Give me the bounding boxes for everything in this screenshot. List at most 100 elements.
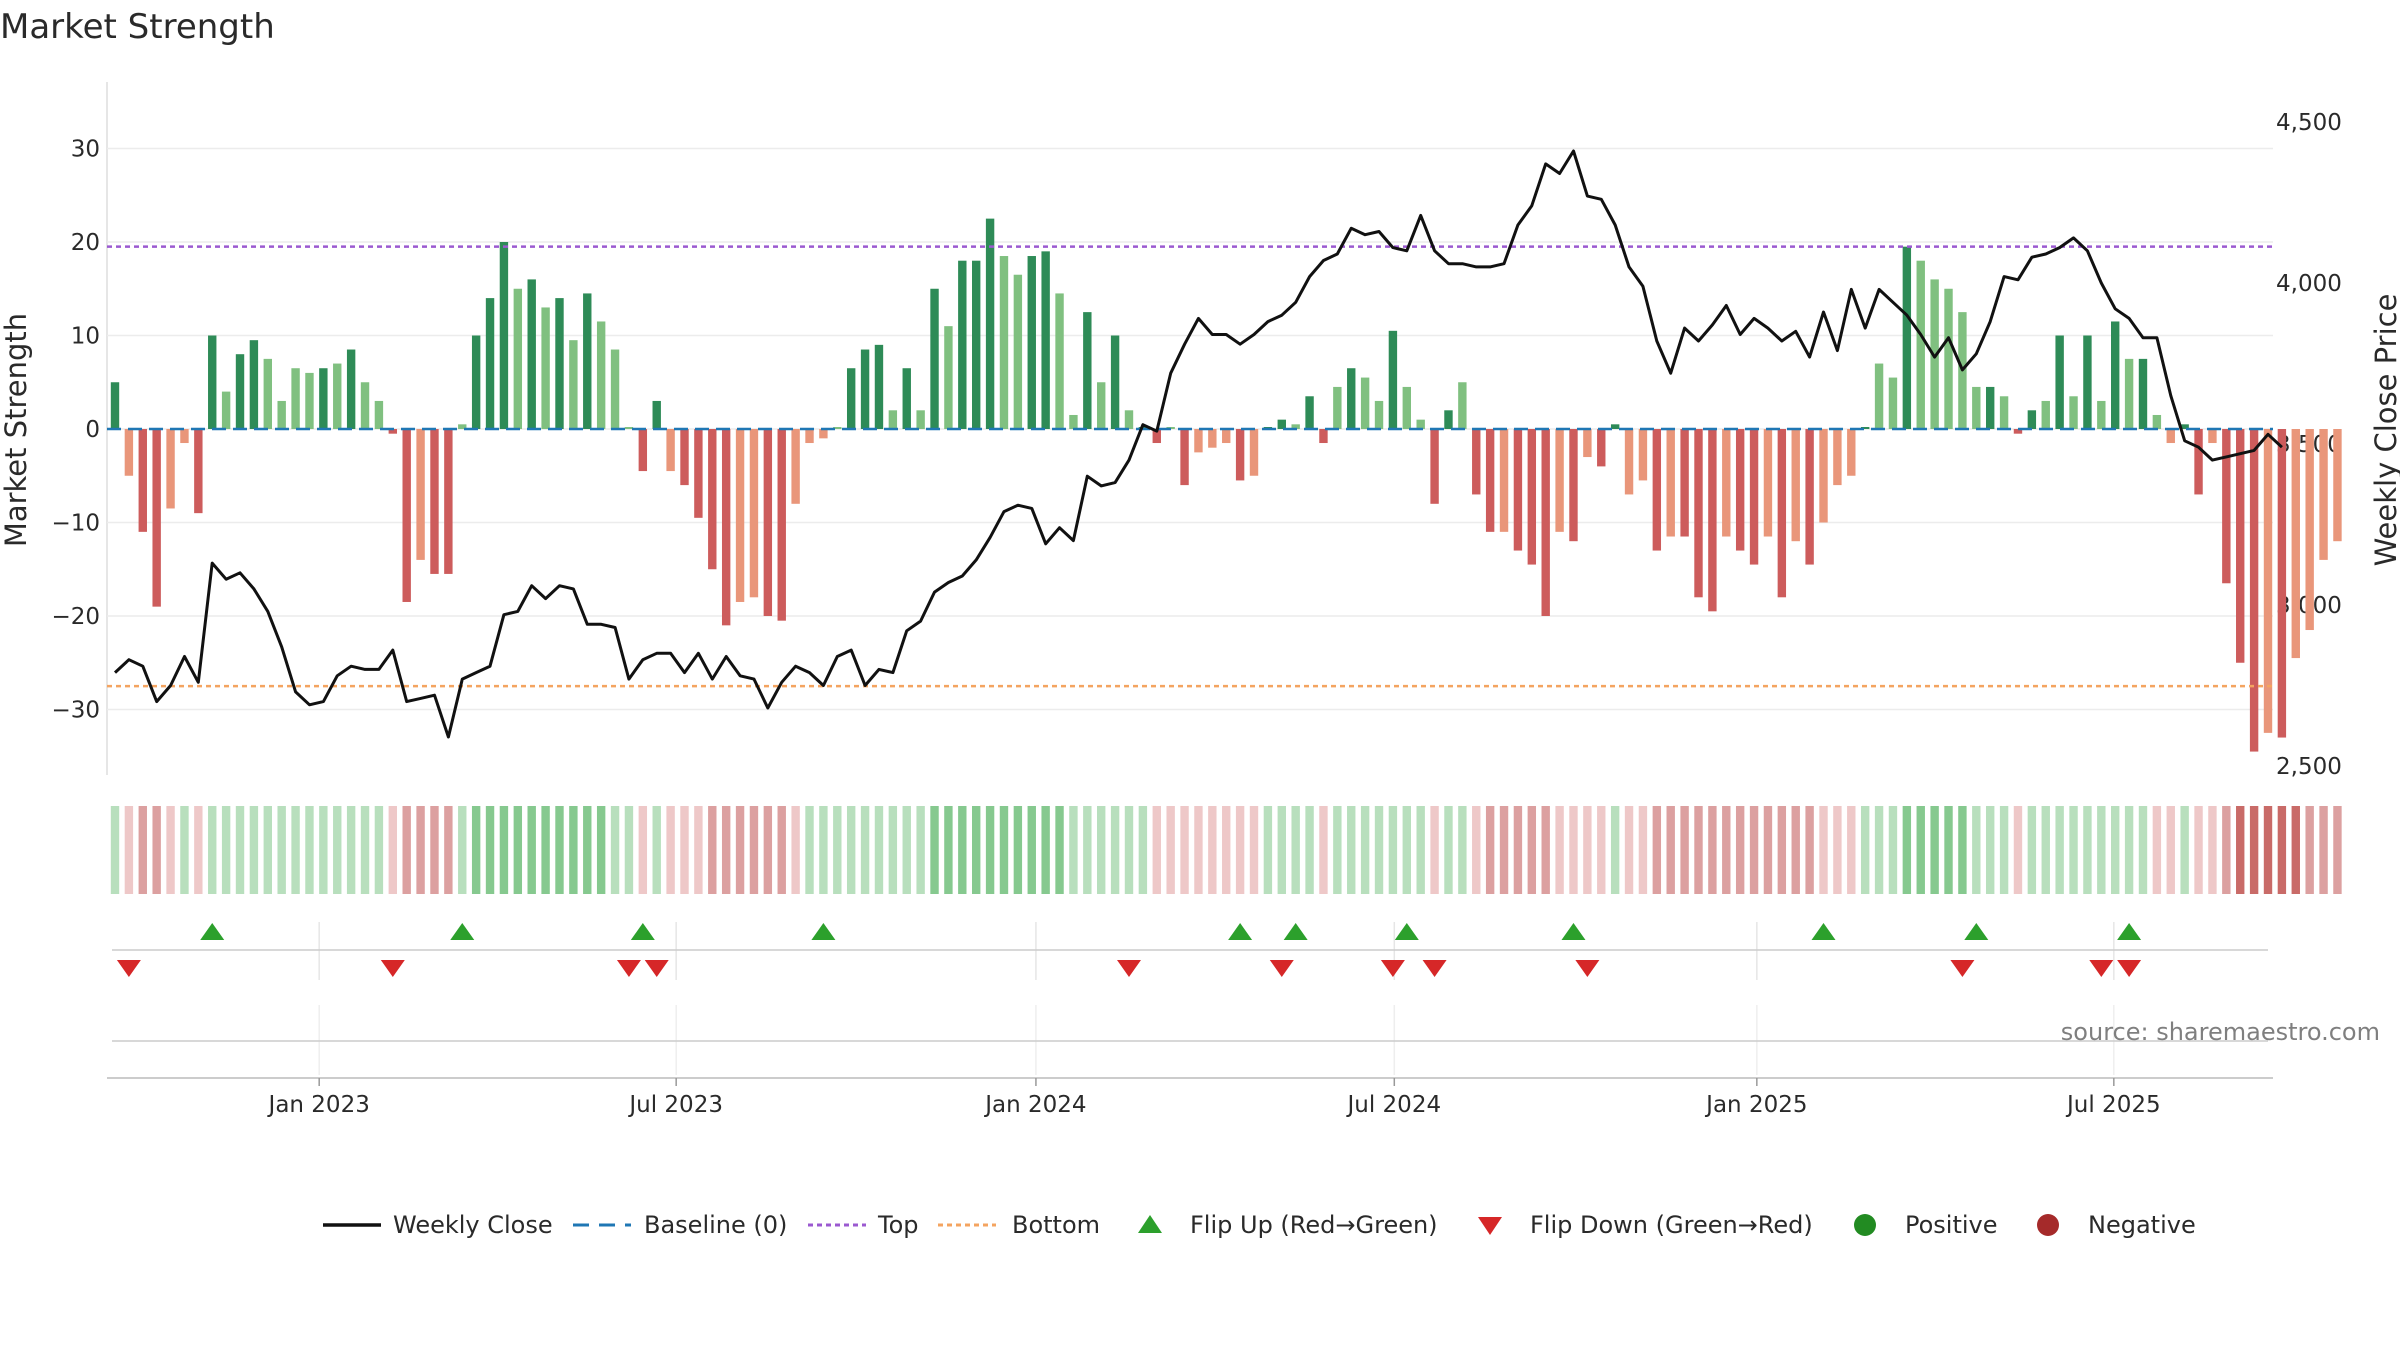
band-cell xyxy=(1083,806,1092,894)
band-cell xyxy=(402,806,411,894)
strength-bar xyxy=(374,400,384,429)
strength-bar xyxy=(1722,429,1731,537)
band-cell xyxy=(388,806,398,894)
strength-bar xyxy=(1735,429,1745,551)
band-cell xyxy=(221,806,231,894)
strength-bar xyxy=(1541,429,1550,616)
band-cell xyxy=(499,806,509,894)
flip-down-marker xyxy=(1380,960,1405,977)
strength-bar xyxy=(416,429,425,560)
band-cell xyxy=(485,806,495,894)
legend-label: Flip Down (Green→Red) xyxy=(1530,1211,1813,1239)
strength-bar xyxy=(263,358,272,429)
strength-bar xyxy=(860,349,870,429)
band-cell xyxy=(2249,806,2259,894)
strength-bar xyxy=(541,307,550,429)
strength-bar xyxy=(1430,429,1439,504)
strength-bar xyxy=(902,368,911,429)
band-cell xyxy=(124,806,134,894)
band-cell xyxy=(680,806,689,894)
flip-down-marker xyxy=(644,960,669,977)
strength-bar xyxy=(513,288,523,429)
strength-bar xyxy=(2111,321,2120,429)
strength-band xyxy=(110,806,2342,894)
strength-bar xyxy=(2138,358,2148,429)
band-cell xyxy=(1347,806,1356,894)
strength-bar xyxy=(2069,396,2078,429)
band-cell xyxy=(1333,806,1342,894)
strength-bars xyxy=(110,218,2342,752)
legend-item-flip_up: Flip Up (Red→Green) xyxy=(1138,1211,1438,1239)
strength-bar xyxy=(1305,396,1314,429)
band-cell xyxy=(1097,806,1106,894)
band-cell xyxy=(1777,806,1787,894)
strength-bar xyxy=(194,429,203,514)
band-cell xyxy=(1749,806,1759,894)
band-cell xyxy=(638,806,648,894)
band-cell xyxy=(374,806,384,894)
legend-label: Baseline (0) xyxy=(644,1211,787,1239)
strength-bar xyxy=(1388,330,1398,429)
band-cell xyxy=(624,806,634,894)
band-cell xyxy=(2041,806,2050,894)
flip-up-marker xyxy=(1283,923,1308,940)
strength-bar xyxy=(985,218,995,429)
band-cell xyxy=(2097,806,2106,894)
flip-down-marker xyxy=(616,960,641,977)
band-cell xyxy=(1374,806,1384,894)
band-cell xyxy=(944,806,953,894)
band-cell xyxy=(291,806,300,894)
strength-bar xyxy=(1374,400,1384,429)
strength-bar xyxy=(569,340,578,429)
band-cell xyxy=(513,806,523,894)
strength-bar xyxy=(2319,429,2328,560)
strength-bar xyxy=(1402,386,1411,429)
strength-bar xyxy=(916,410,925,429)
band-cell xyxy=(902,806,911,894)
band-cell xyxy=(1652,806,1662,894)
legend-item-line: Weekly Close xyxy=(323,1211,553,1239)
band-cell xyxy=(1624,806,1634,894)
y-left-tick-label: 20 xyxy=(71,230,100,256)
band-cell xyxy=(2111,806,2120,894)
strength-bar xyxy=(1763,429,1773,537)
y-right-axis-title: Weekly Close Price xyxy=(2369,294,2400,567)
band-cell xyxy=(1166,806,1175,894)
strength-bar xyxy=(1124,410,1134,429)
band-cell xyxy=(777,806,786,894)
flip-up-marker xyxy=(200,923,225,940)
band-cell xyxy=(444,806,453,894)
strength-bar xyxy=(485,298,495,429)
strength-bar xyxy=(208,335,217,429)
strength-bar xyxy=(1013,274,1023,429)
band-cell xyxy=(1847,806,1856,894)
band-cell xyxy=(860,806,870,894)
y-right-tick-label: 4,500 xyxy=(2276,110,2342,136)
strength-bar xyxy=(596,321,606,429)
band-cell xyxy=(2263,806,2273,894)
strength-bar xyxy=(944,326,953,429)
flip-up-marker xyxy=(1394,923,1419,940)
strength-bar xyxy=(1888,377,1898,429)
band-cell xyxy=(569,806,578,894)
band-cell xyxy=(2208,806,2217,894)
strength-bar xyxy=(1499,429,1509,532)
band-cell xyxy=(152,806,161,894)
strength-bar xyxy=(2249,429,2259,752)
band-cell xyxy=(1985,806,1995,894)
strength-bar xyxy=(152,429,161,607)
legend-item-flip_down: Flip Down (Green→Red) xyxy=(1478,1211,1813,1239)
legend-item-baseline: Baseline (0) xyxy=(573,1211,787,1239)
flip-down-marker xyxy=(1422,960,1447,977)
x-tick-label: Jan 2023 xyxy=(267,1092,370,1118)
band-cell xyxy=(2138,806,2148,894)
strength-bar xyxy=(555,298,564,429)
band-cell xyxy=(1485,806,1495,894)
band-cell xyxy=(1791,806,1800,894)
band-cell xyxy=(2291,806,2300,894)
legend-label: Negative xyxy=(2088,1211,2196,1239)
band-cell xyxy=(930,806,939,894)
strength-bar xyxy=(388,429,398,434)
band-cell xyxy=(416,806,425,894)
band-cell xyxy=(1069,806,1078,894)
